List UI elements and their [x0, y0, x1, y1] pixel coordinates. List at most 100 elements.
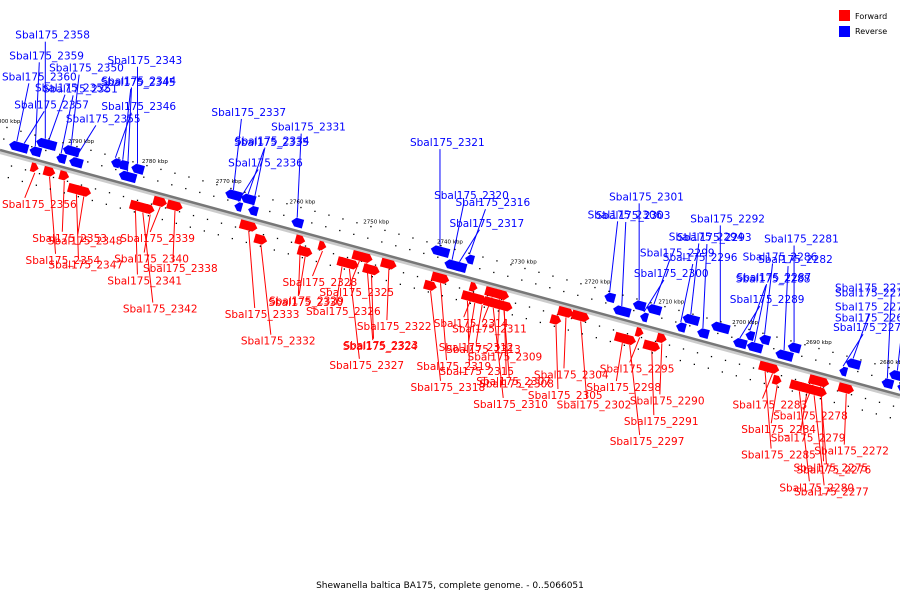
legend: Forward Reverse [839, 10, 887, 37]
gene-label: Sbal175_2317 [449, 218, 524, 230]
gene-arrow-Sbal175_2314 [468, 281, 478, 292]
guide-dot [511, 314, 513, 316]
guide-dot [206, 218, 209, 221]
guide-dot [105, 203, 107, 205]
gene-arrow-Sbal175_2283 [764, 362, 780, 374]
guide-dot [581, 333, 583, 335]
gene-label: Sbal175_2283 [732, 400, 807, 412]
gene-label: Sbal175_2357 [14, 99, 89, 111]
guide-dot [427, 291, 429, 293]
gene-label: Sbal175_2273 [835, 302, 900, 314]
gene-arrow-Sbal175_2278 [808, 374, 817, 384]
gene-label: Sbal175_2274 [833, 322, 900, 334]
gene-label: Sbal175_2290 [630, 395, 705, 407]
leader-line [629, 345, 641, 436]
guide-dot [160, 168, 162, 171]
guide-dot [507, 275, 509, 277]
leader-line [24, 172, 36, 198]
gene-arrow-Sbal175_2338 [166, 199, 183, 212]
guide-dot [416, 275, 419, 278]
gene-label: Sbal175_2351 [43, 83, 118, 95]
tick-label: 2740 kbp [437, 239, 463, 245]
guide-dot [535, 283, 537, 285]
guide-dot [734, 325, 736, 327]
gene-label: Sbal175_2284 [741, 424, 816, 436]
guide-dot [577, 294, 579, 296]
guide-dot [871, 374, 873, 377]
guide-dot [31, 146, 33, 148]
guide-dot [636, 298, 638, 300]
leader-line [149, 206, 161, 233]
gene-label: Sbal175_2269 [835, 312, 900, 324]
gene-label: Sbal175_2343 [108, 55, 183, 67]
guide-dot [227, 199, 229, 201]
tick-label: 2680 kbp [880, 360, 900, 366]
guide-dot [104, 153, 106, 155]
gene-arrow-Sbal175_2326 [336, 256, 347, 267]
guide-dot [234, 226, 237, 228]
gene-label: Sbal175_2287 [737, 272, 812, 284]
gene-arrow-Sbal175_2329 [296, 245, 313, 257]
leader-line [653, 259, 671, 305]
gene-arrow-Sbal175_2308 [496, 289, 510, 301]
guide-dot [829, 363, 831, 365]
guide-dot [878, 401, 881, 403]
gene-arrow-Sbal175_2293 [697, 328, 710, 339]
leader-line [366, 263, 374, 341]
guide-dot [192, 214, 195, 217]
guide-dot [262, 233, 265, 236]
guide-dot [38, 173, 41, 175]
leader-line [629, 337, 641, 363]
guide-dot [801, 355, 803, 357]
guide-dot [454, 248, 456, 251]
gene-arrow-Sbal175_2334 [248, 205, 259, 217]
gene-arrow-Sbal175_2358 [36, 137, 56, 151]
guide-dot [332, 253, 335, 255]
leader-line [843, 393, 847, 445]
gene-arrow-Sbal175_2270 [889, 370, 900, 382]
gene-arrow-Sbal175_2322 [379, 257, 397, 270]
guide-dot [136, 199, 139, 201]
leader-line [615, 342, 623, 382]
gene-label: Sbal175_2306 [588, 209, 663, 221]
guide-dot [371, 276, 373, 278]
gene-label: Sbal175_2305 [528, 390, 603, 402]
guide-dot [178, 211, 181, 213]
guide-dot [773, 348, 775, 350]
gene-arrow-Sbal175_2321 [430, 245, 451, 258]
guide-dot [693, 363, 695, 366]
guide-dot [790, 340, 792, 342]
guide-dot [857, 370, 859, 373]
leader-line [475, 304, 483, 343]
leader-line [764, 371, 772, 449]
leader-line [440, 283, 448, 361]
guide-dot [553, 325, 555, 327]
gene-arrow-Sbal175_2311 [484, 286, 499, 298]
guide-dot [622, 294, 624, 296]
guide-dot [549, 287, 551, 289]
gene-arrow-Sbal175_2337 [225, 189, 243, 202]
guide-dot [62, 142, 64, 144]
guide-dot [791, 390, 793, 392]
gene-label: Sbal175_2294 [669, 231, 744, 243]
gene-label: Sbal175_2338 [143, 263, 218, 275]
guide-dot [749, 378, 751, 381]
leader-line [621, 221, 627, 306]
guide-dot [91, 199, 93, 202]
guide-dot [706, 317, 708, 319]
guide-dot [640, 336, 643, 339]
gene-arrow-Sbal175_2287 [746, 341, 764, 354]
guide-dot [119, 207, 121, 209]
guide-dot [245, 241, 247, 244]
guide-dot [286, 203, 288, 205]
gene-arrow-Sbal175_2356 [29, 162, 39, 173]
leader-line [134, 210, 138, 275]
leader-line [23, 111, 45, 144]
guide-dot [35, 184, 37, 186]
gene-arrow-Sbal175_2332 [253, 233, 268, 245]
gene-arrow-Sbal175_2333 [238, 219, 258, 232]
gene-label: Sbal175_2293 [677, 232, 752, 244]
guide-dot [370, 225, 372, 228]
guide-dot [528, 306, 531, 308]
guide-dot [188, 176, 190, 178]
